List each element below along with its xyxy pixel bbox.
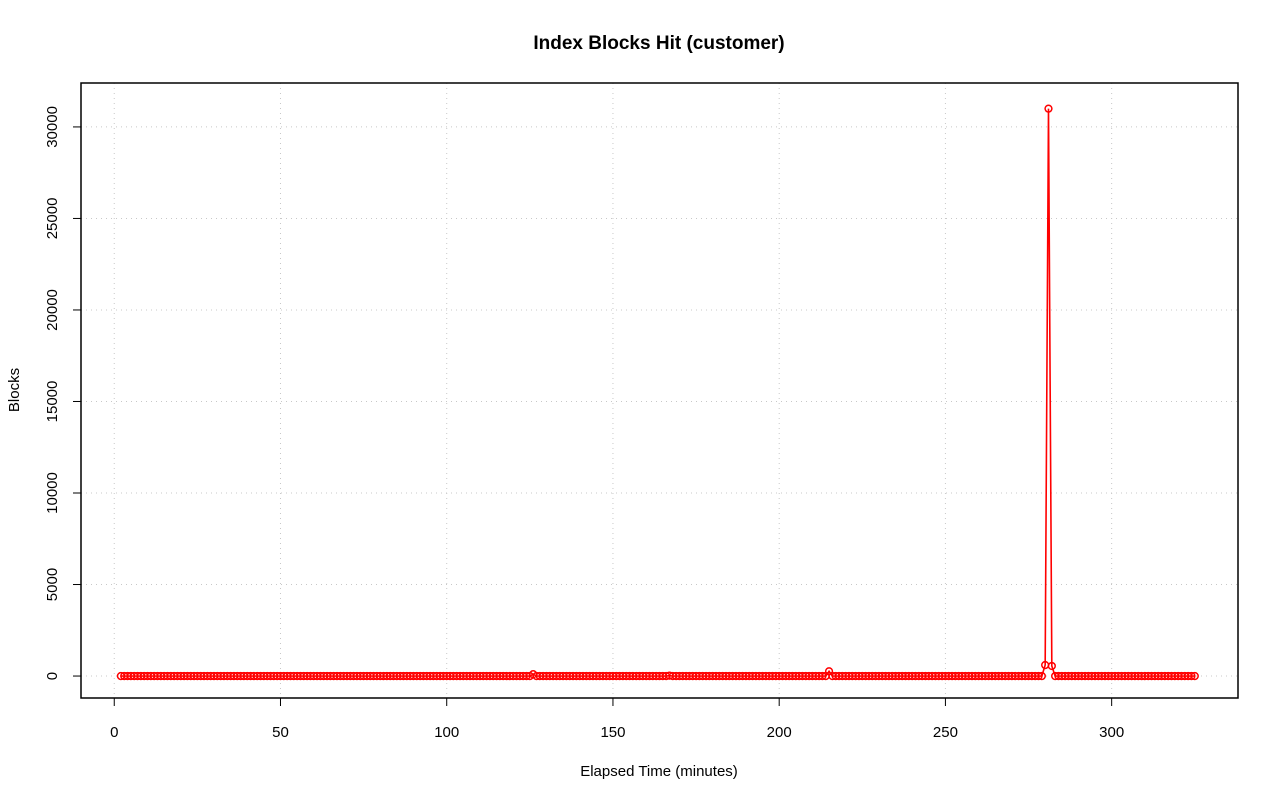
series-layer bbox=[116, 104, 1199, 681]
y-axis: 0 5000 10000 15000 20000 25000 30000 bbox=[44, 106, 82, 680]
x-axis-label: Elapsed Time (minutes) bbox=[580, 763, 738, 780]
x-tick-label: 300 bbox=[1099, 724, 1124, 741]
x-tick-label: 200 bbox=[767, 724, 792, 741]
series-line bbox=[120, 108, 1195, 677]
data-point bbox=[1037, 671, 1046, 681]
x-tick-label: 0 bbox=[110, 724, 118, 741]
x-tick-label: 100 bbox=[434, 724, 459, 741]
y-tick-label: 20000 bbox=[44, 289, 61, 331]
y-tick-label: 25000 bbox=[44, 198, 61, 240]
data-point bbox=[1034, 671, 1043, 681]
y-tick-label: 10000 bbox=[44, 472, 61, 514]
x-tick-label: 50 bbox=[272, 724, 289, 741]
data-point bbox=[818, 671, 827, 681]
y-axis-label: Blocks bbox=[6, 368, 23, 412]
x-tick-label: 250 bbox=[933, 724, 958, 741]
y-tick-label: 5000 bbox=[44, 568, 61, 601]
data-point bbox=[1190, 671, 1199, 681]
y-tick-label: 30000 bbox=[44, 106, 61, 148]
plot-frame bbox=[80, 82, 1239, 699]
x-tick-label: 150 bbox=[600, 724, 625, 741]
x-axis: 0 50 100 150 200 250 300 bbox=[110, 697, 1124, 741]
data-point bbox=[1187, 671, 1196, 681]
grid bbox=[81, 83, 1238, 698]
data-point bbox=[1047, 661, 1056, 671]
data-point bbox=[1044, 104, 1053, 113]
y-tick-label: 15000 bbox=[44, 381, 61, 423]
y-tick-label: 0 bbox=[44, 672, 61, 680]
chart-title: Index Blocks Hit (customer) bbox=[533, 33, 784, 54]
